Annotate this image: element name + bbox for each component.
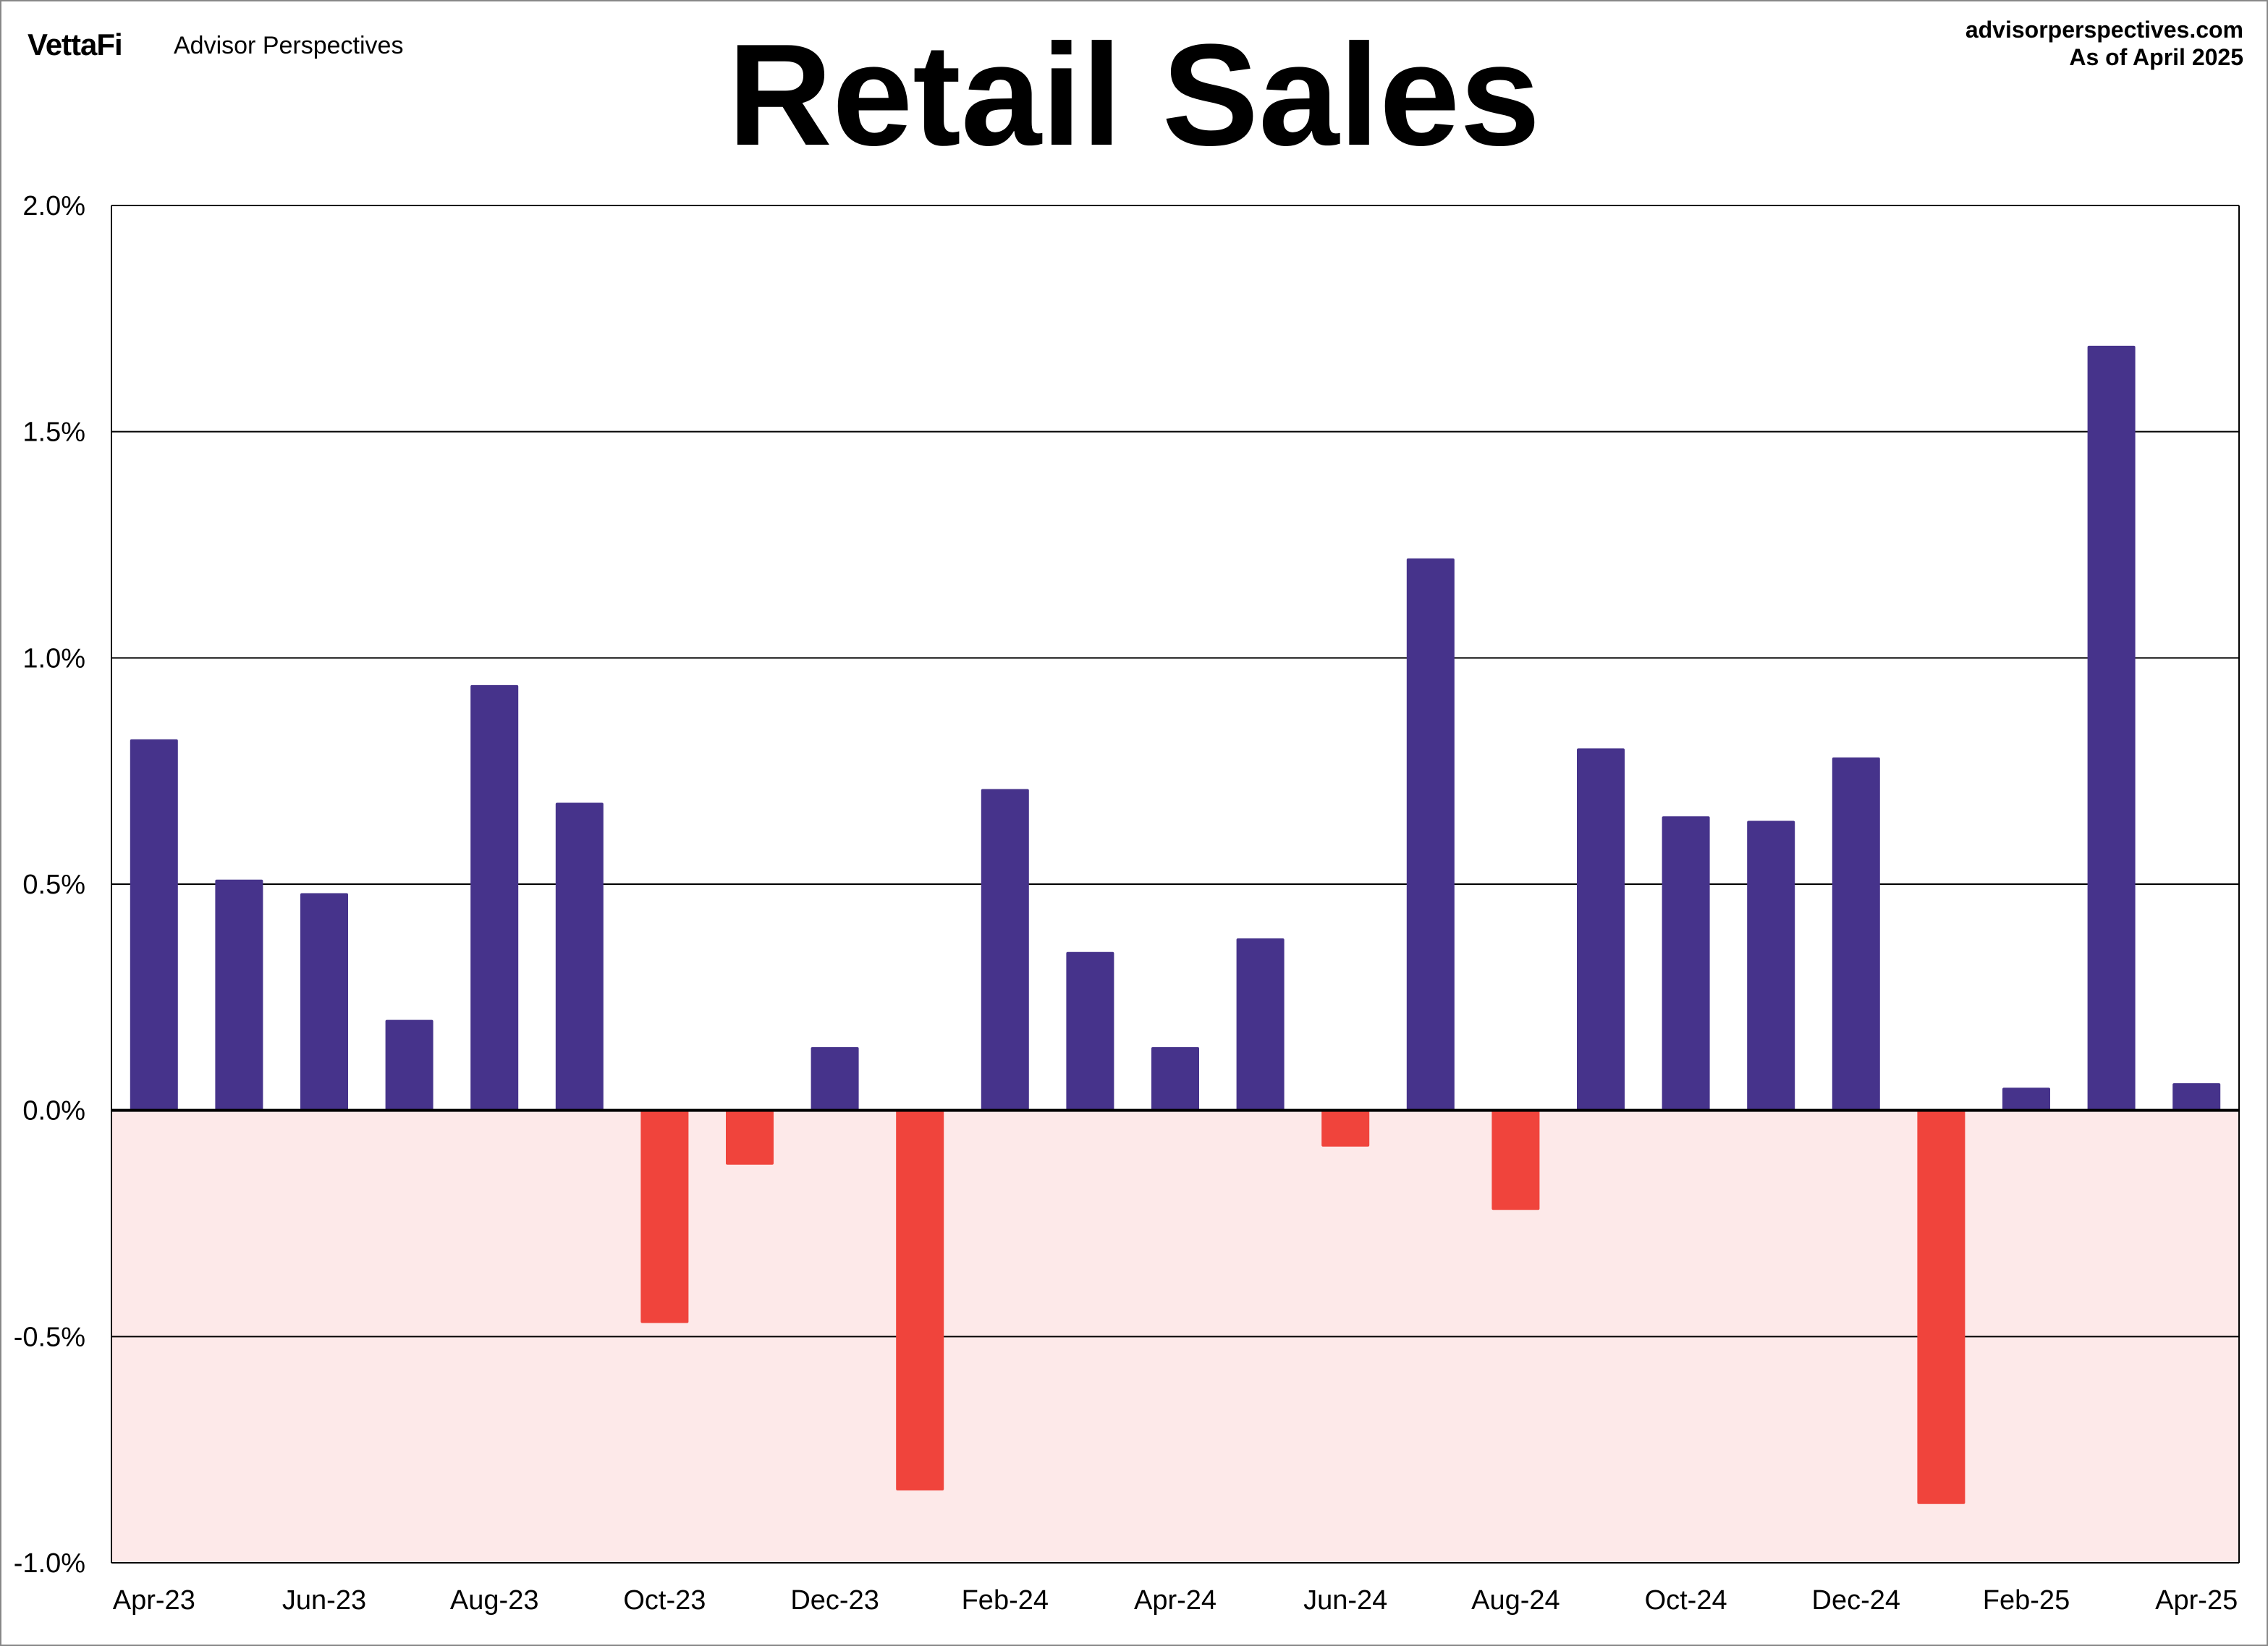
brand-name: Advisor Perspectives: [174, 32, 404, 59]
x-tick-label: Apr-24: [1134, 1585, 1216, 1616]
bar-Jan-24: [896, 1110, 944, 1490]
bar-Feb-25: [2002, 1087, 2050, 1111]
y-tick-label: -1.0%: [14, 1548, 85, 1579]
as-of-date: As of April 2025: [2069, 44, 2243, 70]
x-tick-label: Apr-23: [113, 1585, 195, 1616]
x-tick-label: Aug-24: [1471, 1585, 1560, 1616]
y-tick-label: 1.0%: [22, 643, 85, 674]
bar-May-23: [215, 879, 263, 1111]
x-tick-label: Feb-24: [962, 1585, 1049, 1616]
y-tick-label: 0.5%: [22, 870, 85, 900]
x-tick-label: Dec-23: [790, 1585, 879, 1616]
y-tick-label: 1.5%: [22, 417, 85, 448]
bar-Jun-23: [300, 893, 348, 1111]
bar-Aug-23: [470, 684, 519, 1111]
bar-Jun-24: [1321, 1110, 1370, 1147]
x-tick-label: Jun-23: [282, 1585, 366, 1616]
bar-Dec-23: [811, 1047, 859, 1111]
bar-Jul-23: [385, 1019, 433, 1111]
x-tick-label: Apr-25: [2155, 1585, 2238, 1616]
bar-Mar-25: [2087, 345, 2136, 1111]
x-tick-label: Feb-25: [1983, 1585, 2070, 1616]
bar-May-24: [1236, 938, 1285, 1111]
bar-Sep-24: [1577, 748, 1625, 1111]
bar-Oct-23: [640, 1110, 689, 1323]
source-info: advisorperspectives.com As of April 2025: [1966, 16, 2243, 71]
bar-Oct-24: [1662, 816, 1710, 1111]
x-tick-label: Aug-23: [450, 1585, 539, 1616]
vettafi-logo: VettaFi: [27, 27, 123, 61]
x-tick-label: Oct-23: [623, 1585, 706, 1616]
bar-Nov-24: [1747, 820, 1795, 1111]
bar-Jul-24: [1406, 558, 1455, 1111]
bar-Apr-23: [130, 739, 178, 1111]
x-tick-label: Jun-24: [1303, 1585, 1387, 1616]
y-tick-label: 0.0%: [22, 1096, 85, 1127]
bar-Nov-23: [726, 1110, 774, 1165]
x-tick-label: Oct-24: [1645, 1585, 1727, 1616]
bar-Dec-24: [1832, 757, 1880, 1111]
bar-Apr-25: [2172, 1083, 2221, 1111]
x-tick-label: Dec-24: [1812, 1585, 1901, 1616]
y-tick-label: 2.0%: [22, 191, 85, 221]
y-tick-label: -0.5%: [14, 1322, 85, 1352]
bar-Aug-24: [1491, 1110, 1540, 1210]
bar-Mar-24: [1066, 951, 1114, 1111]
bar-Sep-23: [555, 802, 604, 1111]
bar-Feb-24: [981, 789, 1029, 1111]
bar-Apr-24: [1151, 1047, 1199, 1111]
site-url: advisorperspectives.com: [1965, 17, 2243, 43]
bar-Jan-25: [1917, 1110, 1966, 1504]
chart-title: Retail Sales: [727, 14, 1541, 176]
